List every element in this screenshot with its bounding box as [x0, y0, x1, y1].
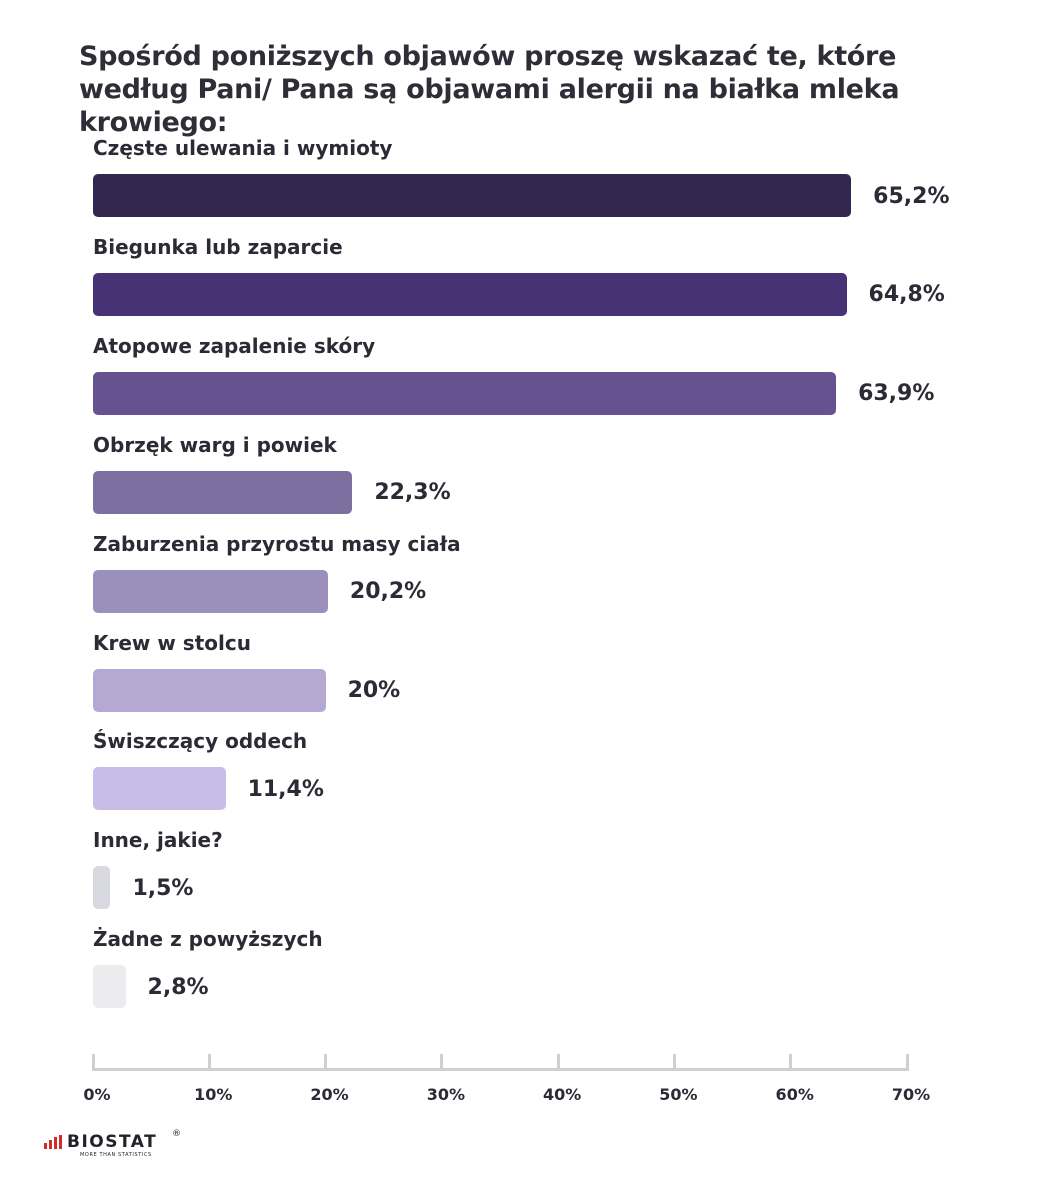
x-tick — [440, 1054, 444, 1071]
value-label: 22,3% — [374, 480, 451, 506]
x-tick — [905, 1054, 909, 1071]
bar — [93, 866, 111, 910]
category-label: Obrzęk warg i powiek — [93, 432, 337, 457]
x-tick-label: 60% — [775, 1085, 814, 1104]
value-label: 2,8% — [147, 974, 209, 1000]
x-axis-line — [93, 1068, 907, 1071]
value-label: 20% — [347, 678, 401, 703]
logo-name: BIOSTAT — [67, 1132, 158, 1152]
bar — [93, 668, 326, 712]
value-label: 1,5% — [132, 875, 194, 901]
bar — [93, 569, 328, 613]
x-tick-label: 50% — [659, 1085, 698, 1104]
x-tick — [672, 1054, 676, 1071]
bar-chart-logo-icon — [44, 1135, 62, 1149]
category-label: Częste ulewania i wymioty — [93, 136, 393, 160]
logo-tagline: MORE THAN STATISTICS — [80, 1152, 152, 1158]
bar — [93, 174, 852, 217]
category-label: Świszczący oddech — [93, 729, 308, 754]
bar — [93, 371, 837, 415]
category-label: Inne, jakie? — [93, 828, 223, 853]
category-label: Krew w stolcu — [93, 630, 251, 655]
bar — [93, 965, 126, 1009]
value-label: 20,2% — [349, 579, 427, 605]
x-tick — [207, 1054, 211, 1071]
x-tick — [324, 1054, 328, 1071]
x-tick — [789, 1054, 793, 1071]
x-tick — [91, 1054, 95, 1071]
value-label: 11,4% — [247, 776, 324, 802]
category-label: Atopowe zapalenie skóry — [93, 333, 376, 358]
x-tick-label: 30% — [426, 1085, 465, 1104]
bar — [93, 767, 226, 811]
chart-title: Spośród poniższych objawów proszę wskaza… — [79, 41, 900, 138]
bar — [93, 272, 847, 316]
x-tick-label: 20% — [310, 1085, 349, 1104]
x-tick-label: 70% — [891, 1085, 931, 1104]
value-label: 65,2% — [873, 183, 950, 209]
biostat-logo: BIOSTAT ® MORE THAN STATISTICS — [44, 1129, 194, 1162]
logo-registered-mark: ® — [172, 1129, 181, 1139]
category-label: Zaburzenia przyrostu masy ciała — [93, 531, 461, 556]
bar — [93, 470, 353, 514]
category-label: Biegunka lub zaparcie — [93, 234, 343, 259]
value-label: 64,8% — [868, 282, 945, 308]
x-tick-label: 0% — [83, 1085, 111, 1104]
x-tick — [556, 1054, 560, 1071]
x-tick-label: 10% — [194, 1085, 233, 1104]
category-label: Żadne z powyższych — [93, 927, 323, 952]
value-label: 63,9% — [858, 381, 935, 407]
x-tick-label: 40% — [542, 1085, 582, 1104]
